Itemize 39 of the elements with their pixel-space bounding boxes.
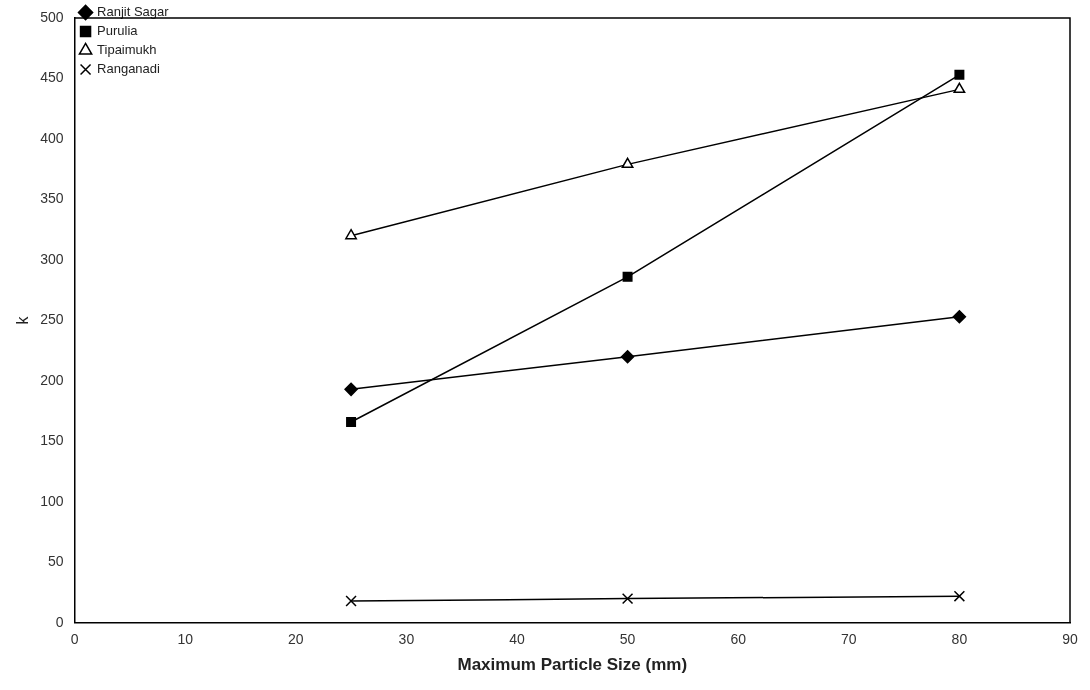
point bbox=[346, 417, 357, 427]
x-tick-label: 30 bbox=[398, 631, 415, 648]
x-tick-label: 40 bbox=[509, 631, 525, 648]
x-axis-title: Maximum Particle Size (mm) bbox=[457, 655, 688, 675]
x-tick-label: 80 bbox=[951, 631, 968, 648]
y-tick-label: 300 bbox=[40, 250, 64, 267]
x-tick-label: 50 bbox=[619, 631, 636, 648]
point bbox=[621, 157, 634, 169]
x-tick-label: 20 bbox=[287, 631, 304, 648]
y-tick-label: 100 bbox=[40, 492, 64, 509]
x-tick-label: 90 bbox=[1062, 631, 1078, 648]
y-tick-label: 150 bbox=[40, 432, 64, 449]
legend-label: Purulia bbox=[97, 23, 139, 39]
point bbox=[344, 382, 358, 397]
x-tick-label: 60 bbox=[730, 631, 747, 648]
legend-label: Ranganadi bbox=[97, 61, 161, 77]
legend-label: Tipaimukh bbox=[97, 42, 157, 58]
y-tick-label: 350 bbox=[40, 190, 64, 207]
point bbox=[345, 595, 357, 607]
point bbox=[954, 69, 965, 80]
point bbox=[952, 310, 967, 324]
point bbox=[345, 228, 358, 240]
point bbox=[620, 349, 635, 364]
y-tick-label: 250 bbox=[40, 311, 64, 328]
y-tick-label: 450 bbox=[40, 69, 64, 86]
y-tick-label: 400 bbox=[40, 129, 64, 146]
y-axis-title: k bbox=[14, 315, 32, 325]
point bbox=[621, 592, 634, 605]
point bbox=[622, 271, 633, 282]
legend-label: Ranjit Sagar bbox=[97, 4, 170, 20]
y-tick-label: 500 bbox=[40, 8, 64, 25]
x-tick-label: 10 bbox=[177, 631, 194, 648]
point bbox=[953, 82, 966, 94]
point bbox=[953, 590, 966, 602]
y-tick-label: 50 bbox=[47, 553, 64, 570]
y-tick-label: 200 bbox=[40, 371, 64, 388]
y-tick-label: 0 bbox=[55, 613, 64, 630]
x-tick-label: 0 bbox=[70, 631, 79, 648]
x-tick-label: 70 bbox=[841, 631, 857, 648]
